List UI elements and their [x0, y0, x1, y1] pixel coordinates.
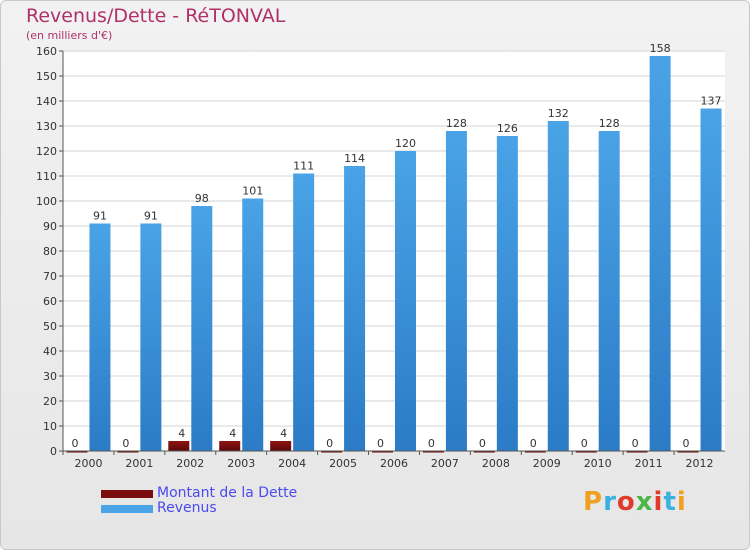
bar-revenus — [293, 173, 315, 451]
bar-revenus — [395, 151, 416, 451]
data-label-dette: 0 — [377, 437, 384, 450]
data-label-dette: 4 — [178, 427, 185, 440]
chart-title: Revenus/Dette - RéTONVAL — [26, 5, 286, 27]
data-label-revenus: 101 — [242, 185, 263, 198]
bar-dette — [575, 451, 597, 453]
data-label-dette: 0 — [122, 437, 129, 450]
bar-dette — [473, 451, 495, 453]
data-label-dette: 4 — [229, 427, 236, 440]
bar-dette — [168, 441, 190, 451]
data-label-dette: 0 — [530, 437, 537, 450]
bar-revenus — [649, 56, 671, 451]
data-label-dette: 0 — [326, 437, 333, 450]
y-tick-label: 60 — [43, 295, 57, 308]
y-tick-label: 30 — [43, 370, 57, 383]
y-tick-label: 90 — [43, 220, 57, 233]
x-tick-label: 2008 — [482, 457, 510, 470]
bar-chart: 0 91 0 91 4 98 4 101 4 111 0 114 0 120 0 128 0 126 0 132 0 12… — [36, 42, 725, 470]
x-tick-label: 2004 — [278, 457, 306, 470]
data-label-dette: 4 — [280, 427, 287, 440]
grid-lines — [63, 50, 725, 452]
bar-dette — [677, 451, 699, 453]
data-label-dette: 0 — [71, 437, 78, 450]
axes: 0102030405060708090100110120130140150160… — [36, 45, 725, 470]
data-label-revenus: 137 — [701, 95, 722, 108]
x-tick-label: 2002 — [176, 457, 204, 470]
bar-revenus — [242, 198, 264, 451]
x-tick-label: 2005 — [329, 457, 357, 470]
data-label-revenus: 120 — [395, 137, 416, 150]
y-tick-label: 130 — [36, 120, 57, 133]
data-label-dette: 0 — [683, 437, 690, 450]
bars: 0 91 0 91 4 98 4 101 4 111 0 114 0 120 0 128 0 126 0 132 0 12… — [66, 42, 722, 453]
x-tick-label: 2001 — [125, 457, 153, 470]
y-tick-label: 120 — [36, 145, 57, 158]
data-label-dette: 0 — [632, 437, 639, 450]
data-label-revenus: 128 — [446, 117, 467, 130]
y-tick-label: 160 — [36, 45, 57, 58]
legend-swatch-dette — [101, 490, 153, 498]
x-tick-label: 2000 — [74, 457, 102, 470]
x-tick-label: 2010 — [584, 457, 612, 470]
y-tick-label: 50 — [43, 320, 57, 333]
data-label-revenus: 126 — [497, 122, 518, 135]
bar-revenus — [89, 223, 111, 451]
x-tick-label: 2011 — [635, 457, 663, 470]
data-label-revenus: 91 — [93, 210, 107, 223]
data-label-dette: 0 — [581, 437, 588, 450]
y-tick-label: 10 — [43, 420, 57, 433]
bar-revenus — [344, 166, 366, 451]
bar-dette — [117, 451, 139, 453]
legend-label-dette: Montant de la Dette — [157, 485, 298, 501]
data-label-dette: 0 — [479, 437, 486, 450]
data-label-revenus: 132 — [548, 107, 569, 120]
y-tick-label: 40 — [43, 345, 57, 358]
x-tick-label: 2007 — [431, 457, 459, 470]
data-label-revenus: 114 — [344, 152, 365, 165]
bar-revenus — [598, 131, 620, 451]
y-tick-label: 70 — [43, 270, 57, 283]
bar-revenus — [445, 131, 467, 451]
x-tick-label: 2003 — [227, 457, 255, 470]
data-label-revenus: 158 — [650, 42, 671, 55]
bar-dette — [372, 451, 393, 453]
bar-dette — [270, 441, 292, 451]
data-label-revenus: 98 — [195, 192, 209, 205]
x-tick-label: 2009 — [533, 457, 561, 470]
legend-swatch-revenus — [101, 505, 153, 513]
data-label-revenus: 128 — [599, 117, 620, 130]
y-tick-label: 110 — [36, 170, 57, 183]
x-tick-label: 2012 — [686, 457, 714, 470]
y-tick-label: 0 — [50, 445, 57, 458]
proxiti-logo: Proxiti — [583, 487, 687, 517]
bar-revenus — [700, 108, 722, 451]
y-tick-label: 150 — [36, 70, 57, 83]
y-tick-label: 140 — [36, 95, 57, 108]
bar-revenus — [496, 136, 518, 451]
x-tick-label: 2006 — [380, 457, 408, 470]
y-tick-label: 100 — [36, 195, 57, 208]
data-label-revenus: 111 — [293, 160, 314, 173]
bar-revenus — [547, 121, 569, 451]
data-label-dette: 0 — [428, 437, 435, 450]
data-label-revenus: 91 — [144, 210, 158, 223]
bar-dette — [66, 451, 88, 453]
y-tick-label: 20 — [43, 395, 57, 408]
y-tick-label: 80 — [43, 245, 57, 258]
bar-dette — [219, 441, 241, 451]
chart-subtitle: (en milliers d'€) — [26, 29, 113, 42]
bar-revenus — [191, 206, 213, 451]
bar-dette — [524, 451, 546, 453]
legend-label-revenus: Revenus — [157, 500, 217, 516]
bar-dette — [422, 451, 444, 453]
bar-dette — [626, 451, 648, 453]
bar-revenus — [140, 223, 162, 451]
bar-dette — [321, 451, 343, 453]
